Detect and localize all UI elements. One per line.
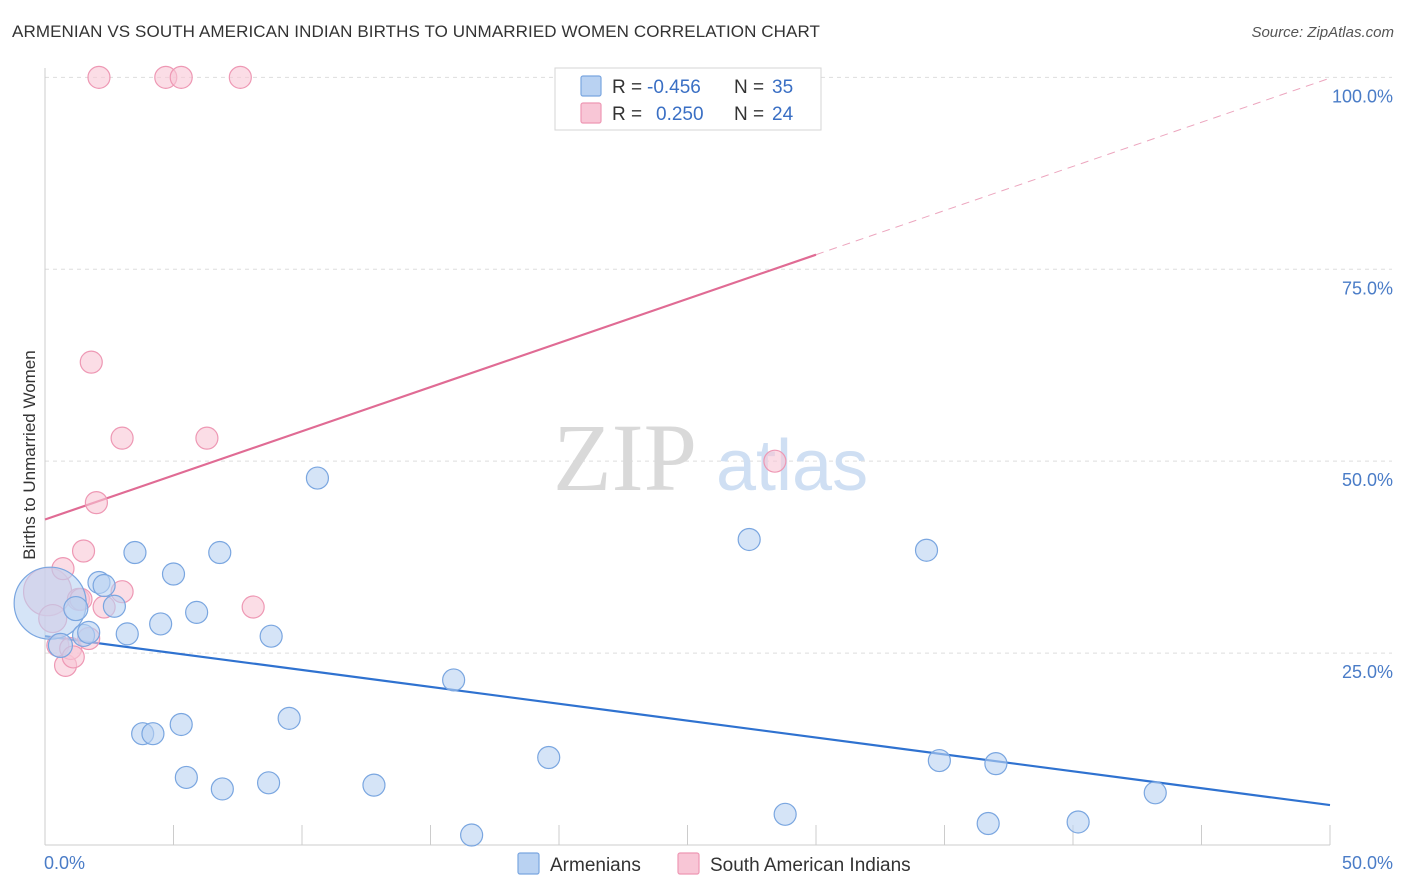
trend-line-south-american-indians-extension [815, 77, 1331, 256]
grid-lines [45, 76, 1392, 654]
point-south-american-indians-13 [87, 65, 111, 89]
point-armenians-1 [47, 632, 74, 659]
y-tick-label-3: 100.0% [1332, 86, 1393, 106]
legend-n-label-armenians: N = [734, 77, 764, 98]
point-armenians-26 [537, 745, 561, 770]
point-south-american-indians-12 [84, 491, 109, 515]
x-tick-label-1: 50.0% [1342, 853, 1393, 873]
point-south-american-indians-18 [169, 65, 193, 89]
point-armenians-16 [185, 600, 209, 625]
series-legend-swatch-armenians [517, 852, 540, 875]
point-armenians-34 [1143, 781, 1167, 805]
point-armenians-7 [102, 594, 126, 618]
watermark: ZIP atlas [553, 404, 868, 511]
point-armenians-6 [92, 573, 116, 598]
point-south-american-indians-19 [195, 426, 219, 450]
point-armenians-30 [927, 748, 951, 773]
point-armenians-32 [984, 752, 1008, 776]
point-armenians-25 [460, 823, 484, 847]
point-armenians-18 [210, 777, 234, 801]
x-tick-label-0: 0.0% [44, 853, 85, 873]
point-armenians-27 [737, 527, 761, 552]
trend-line-south-american-indians [44, 253, 817, 521]
legend-r-label-south-american-indians: R = [612, 104, 642, 125]
series-legend-label-south-american-indians: South American Indians [710, 855, 911, 876]
point-armenians-28 [773, 802, 797, 826]
point-south-american-indians-22 [763, 449, 787, 473]
chart-title: ARMENIAN VS SOUTH AMERICAN INDIAN BIRTHS… [12, 22, 821, 41]
point-armenians-17 [208, 540, 232, 565]
point-armenians-29 [914, 538, 939, 562]
point-south-american-indians-21 [241, 595, 265, 619]
y-tick-label-0: 25.0% [1342, 662, 1393, 682]
point-armenians-15 [174, 765, 198, 790]
watermark-atlas: atlas [716, 426, 868, 506]
point-south-american-indians-20 [228, 65, 252, 89]
series-legend: Armenians South American Indians [517, 852, 911, 876]
series-legend-swatch-south-american-indians [677, 852, 700, 875]
trend-lines [44, 77, 1331, 807]
legend-r-label-armenians: R = [612, 77, 642, 98]
legend-swatch-south-american-indians [580, 102, 602, 124]
point-armenians-11 [141, 722, 165, 746]
point-armenians-4 [77, 620, 101, 644]
data-points [13, 65, 1167, 847]
point-armenians-8 [115, 622, 139, 646]
legend-r-value-armenians: -0.456 [647, 77, 701, 98]
point-armenians-13 [161, 562, 186, 586]
point-armenians-22 [305, 466, 330, 490]
point-armenians-9 [123, 540, 147, 565]
point-armenians-31 [976, 811, 1000, 836]
trend-line-armenians [44, 635, 1331, 807]
tick-labels: 25.0% 50.0% 75.0% 100.0% 0.0% 50.0% [44, 86, 1393, 873]
point-armenians-14 [169, 712, 193, 737]
legend-n-value-armenians: 35 [772, 77, 793, 98]
point-armenians-33 [1066, 810, 1090, 834]
point-south-american-indians-9 [71, 539, 96, 563]
point-armenians-20 [259, 624, 283, 648]
point-armenians-12 [149, 612, 173, 636]
legend-n-label-south-american-indians: N = [734, 104, 764, 125]
point-armenians-21 [277, 706, 301, 730]
point-armenians-2 [63, 595, 89, 622]
y-axis-label: Births to Unmarried Women [20, 350, 39, 559]
point-armenians-23 [362, 773, 386, 797]
stats-legend: R = -0.456 N = 35 R = 0.250 N = 24 [554, 67, 822, 131]
series-legend-label-armenians: Armenians [550, 855, 641, 876]
legend-r-value-south-american-indians: 0.250 [656, 104, 704, 125]
legend-n-value-south-american-indians: 24 [772, 104, 794, 125]
point-armenians-19 [256, 771, 281, 795]
y-tick-label-1: 50.0% [1342, 470, 1393, 490]
watermark-zip: ZIP [553, 404, 697, 511]
point-armenians-24 [442, 668, 466, 692]
point-south-american-indians-11 [79, 350, 103, 374]
legend-swatch-armenians [580, 75, 602, 97]
y-tick-label-2: 75.0% [1342, 278, 1393, 298]
chart-source: Source: ZipAtlas.com [1251, 24, 1394, 41]
point-south-american-indians-15 [110, 426, 134, 450]
